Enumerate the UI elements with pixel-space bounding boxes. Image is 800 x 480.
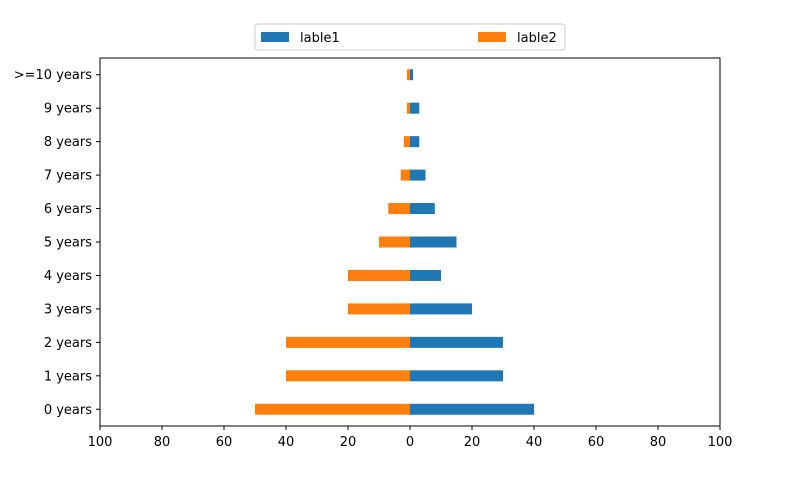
bar-lable1-2	[410, 336, 503, 348]
bar-lable1-7	[410, 169, 426, 181]
bar-lable2-7	[400, 169, 410, 181]
y-tick-label: 1 years	[44, 369, 92, 384]
x-tick-label: 0	[406, 435, 414, 450]
y-tick-label: 9 years	[44, 102, 92, 117]
bar-lable2-3	[348, 303, 410, 315]
legend-swatch-lable1	[261, 32, 289, 42]
x-tick-label: 60	[216, 435, 233, 450]
legend-label-lable2: lable2	[517, 31, 557, 46]
y-tick-label: >=10 years	[14, 68, 92, 83]
x-tick-label: 100	[88, 435, 113, 450]
bar-lable2-6	[388, 203, 410, 215]
y-tick-label: 4 years	[44, 269, 92, 284]
x-tick-label: 80	[650, 435, 667, 450]
bar-lable1-6	[410, 203, 435, 215]
bar-lable2-0	[255, 403, 410, 415]
y-tick-label: 3 years	[44, 302, 92, 317]
bar-lable1-9	[410, 102, 420, 114]
bar-lable2-2	[286, 336, 410, 348]
bar-lable1-5	[410, 236, 457, 248]
legend-box	[254, 23, 566, 51]
bars-group	[255, 69, 534, 415]
y-tick-label: 0 years	[44, 403, 92, 418]
bar-lable1-1	[410, 370, 503, 382]
x-tick-label: 20	[340, 435, 357, 450]
y-tick-label: 8 years	[44, 135, 92, 150]
bar-lable2-5	[379, 236, 410, 248]
bar-lable1-4	[410, 269, 441, 281]
bar-lable2-8	[403, 136, 410, 148]
y-axis: 0 years 1 years 2 years 3 years 4 years 5 yea…	[14, 68, 100, 418]
bar-lable2-10	[406, 69, 410, 81]
y-tick-label: 7 years	[44, 169, 92, 184]
x-tick-label: 20	[464, 435, 481, 450]
bar-lable2-9	[406, 102, 410, 114]
y-tick-label: 6 years	[44, 202, 92, 217]
x-tick-label: 60	[588, 435, 605, 450]
legend-label-lable1: lable1	[300, 31, 340, 46]
legend: lable1 lable2	[254, 23, 566, 51]
y-tick-label: 2 years	[44, 336, 92, 351]
bar-lable1-3	[410, 303, 472, 315]
x-tick-label: 100	[708, 435, 733, 450]
legend-swatch-lable2	[478, 32, 506, 42]
x-tick-label: 80	[154, 435, 171, 450]
bar-lable1-0	[410, 403, 534, 415]
bar-lable2-1	[286, 370, 410, 382]
bar-lable2-4	[348, 269, 410, 281]
bar-lable1-10	[410, 69, 414, 81]
bar-lable1-8	[410, 136, 420, 148]
y-tick-label: 5 years	[44, 236, 92, 251]
x-tick-label: 40	[526, 435, 543, 450]
x-tick-label: 40	[278, 435, 295, 450]
x-axis: 100 80 60 40 20 0 20 40 60 80 100	[88, 426, 733, 450]
